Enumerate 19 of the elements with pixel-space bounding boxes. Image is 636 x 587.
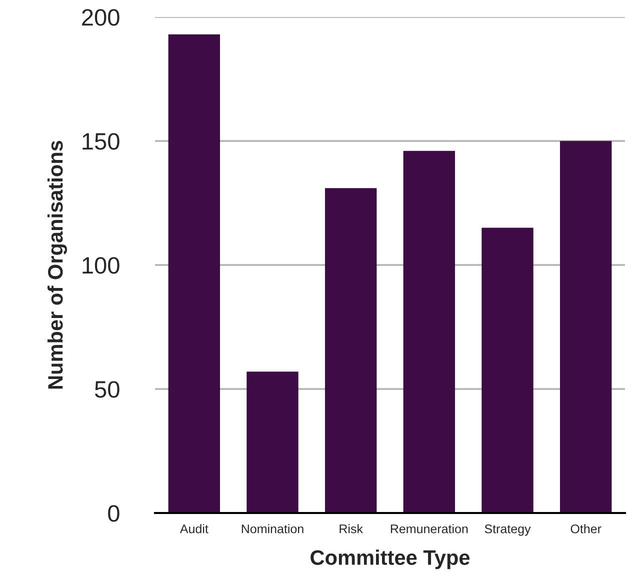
x-axis-title: Committee Type bbox=[310, 550, 470, 570]
x-tick-label: Nomination bbox=[242, 524, 304, 534]
x-tick-label: Risk bbox=[340, 524, 364, 534]
bar bbox=[403, 150, 456, 513]
bar bbox=[246, 372, 298, 513]
x-tick-label: Strategy bbox=[484, 524, 531, 536]
x-tick-label: Other bbox=[570, 524, 602, 534]
bar bbox=[324, 188, 377, 513]
x-tick-label: Audit bbox=[180, 524, 208, 534]
bar bbox=[168, 34, 220, 513]
y-tick-label: 0 bbox=[108, 505, 120, 522]
x-tick-label: Remuneration bbox=[390, 524, 468, 534]
y-tick-label: 150 bbox=[82, 133, 120, 150]
y-tick-label: 200 bbox=[82, 9, 120, 26]
y-axis-title: Number of Organisations bbox=[47, 140, 67, 389]
bar bbox=[560, 141, 612, 513]
bar bbox=[482, 228, 534, 513]
y-tick-label: 100 bbox=[82, 257, 120, 274]
y-tick-label: 50 bbox=[94, 381, 120, 398]
